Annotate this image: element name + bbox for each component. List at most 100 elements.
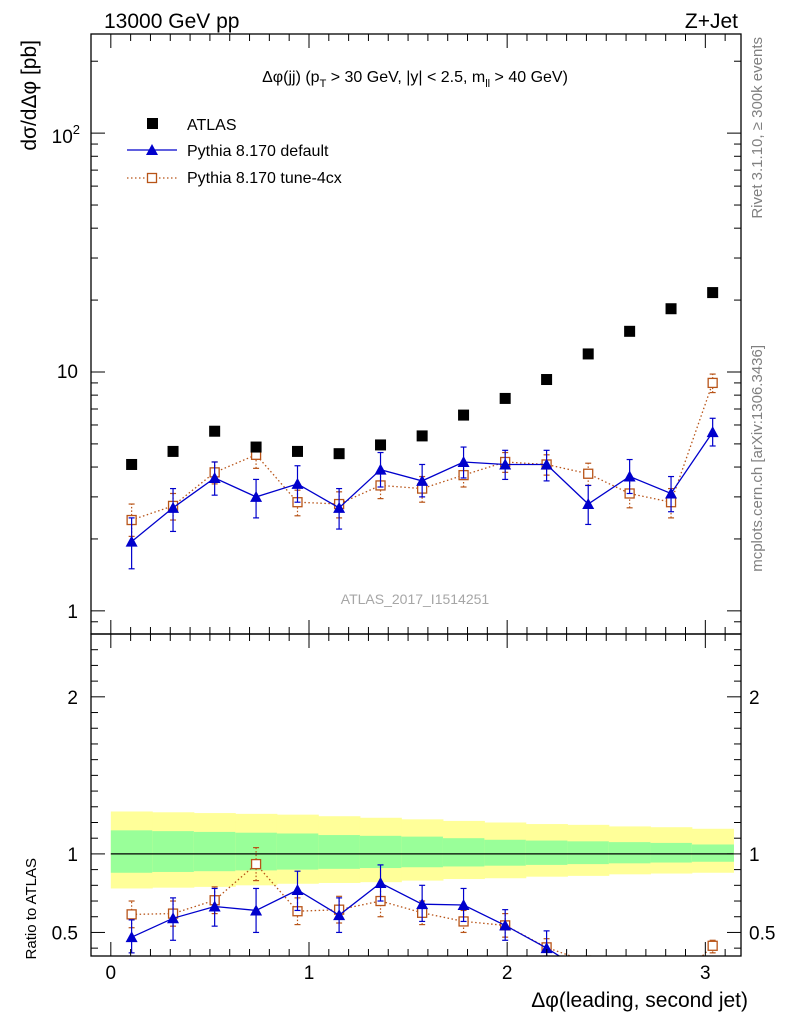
green-band-segment — [608, 842, 651, 864]
green-band-segment — [401, 836, 444, 868]
ratio-default-point — [457, 898, 470, 910]
default-point — [540, 458, 553, 470]
default-point — [333, 501, 346, 513]
y-tick-label-1: 1 — [67, 602, 78, 623]
atlas-point — [458, 409, 470, 421]
default-point — [457, 455, 470, 467]
ratio-default-point — [540, 942, 553, 954]
ratio-frame — [90, 633, 742, 957]
x-tick-label: 3 — [700, 963, 711, 984]
atlas-point — [333, 448, 345, 460]
green-band-segment — [442, 838, 485, 867]
x-tick-label: 1 — [304, 963, 315, 984]
default-point — [291, 477, 304, 489]
default-point — [582, 498, 595, 510]
ratio-default-point — [416, 898, 429, 910]
ratio-panel: Ratio to ATLAS 0.5 0.5 1 1 2 2 0 1 2 3 Δφ(leadin… — [23, 633, 776, 1012]
watermark: ATLAS_2017_I1514251 — [341, 591, 490, 607]
tune4cx-line — [131, 382, 714, 521]
default-point — [208, 471, 221, 483]
ratio-y-tick-label-left: 2 — [67, 688, 78, 709]
x-tick-label: 0 — [106, 963, 117, 984]
ratio-default-point — [333, 909, 346, 921]
header-left: 13000 GeV pp — [104, 10, 239, 33]
plot-title-part-c: > 40 GeV) — [490, 69, 568, 86]
ratio-y-tick-label-right: 2 — [749, 688, 760, 709]
default-point — [125, 535, 138, 547]
ratio-default-point — [499, 919, 512, 931]
main-data-layer — [125, 287, 719, 570]
tune4cx-point — [583, 468, 594, 479]
legend-label-default: Pythia 8.170 default — [187, 143, 329, 160]
header-right: Z+Jet — [685, 10, 738, 33]
atlas-point — [167, 445, 179, 457]
ratio-tune4cx-point — [707, 940, 718, 951]
main-y-tick-labels: 1 10 102 — [52, 122, 80, 623]
legend: ATLAS Pythia 8.170 default Pythia 8.170 … — [127, 117, 342, 187]
default-point — [706, 426, 719, 438]
green-band-segment — [484, 839, 527, 866]
plot-title-part-a: Δφ(jj) (p — [262, 69, 320, 86]
ratio-y-tick-label-left: 0.5 — [52, 923, 78, 944]
legend-label-tune: Pythia 8.170 tune-4cx — [187, 170, 342, 187]
ratio-default-point — [125, 931, 138, 943]
ratio-default-point — [624, 966, 636, 977]
green-band-segment — [318, 835, 361, 869]
ratio-tune4cx-point — [584, 958, 593, 967]
ratio-y-tick-label-left: 1 — [67, 845, 78, 866]
mcplots-label: mcplots.cern.ch [arXiv:1306.3436] — [749, 345, 766, 572]
x-tick-label: 2 — [502, 963, 513, 984]
legend-marker-atlas — [147, 118, 158, 129]
legend-marker-default — [146, 144, 158, 155]
default-point — [374, 463, 387, 475]
ratio-tune4cx-point — [250, 858, 262, 870]
ratio-y-axis-label: Ratio to ATLAS — [23, 858, 40, 959]
default-point — [250, 490, 263, 502]
plot-title: Δφ(jj) (pT > 30 GeV, |y| < 2.5, mll > 40… — [262, 69, 568, 90]
atlas-point — [624, 325, 636, 337]
default-point — [167, 501, 180, 513]
green-band-segment — [650, 842, 693, 863]
y-tick-label-10: 10 — [57, 362, 78, 383]
ratio-default-point — [665, 978, 677, 989]
atlas-point — [126, 458, 138, 470]
legend-label-atlas: ATLAS — [187, 117, 237, 134]
ratio-data-layer — [125, 847, 718, 989]
ratio-default-point — [250, 904, 263, 916]
atlas-point — [582, 348, 594, 360]
green-band-segment — [193, 831, 236, 872]
legend-marker-tune — [146, 172, 158, 184]
green-band-segment — [152, 831, 195, 872]
atlas-point — [416, 430, 428, 442]
y-tick-label-100-exponent: 2 — [73, 122, 80, 137]
atlas-point — [499, 392, 511, 404]
atlas-point — [665, 303, 677, 315]
atlas-point — [707, 287, 719, 299]
ratio-y-tick-label-right: 1 — [749, 845, 760, 866]
atlas-point — [291, 445, 303, 457]
default-point — [499, 458, 512, 470]
y-tick-label-100: 102 — [52, 122, 80, 148]
green-band-segment — [110, 830, 153, 873]
green-band-segment — [567, 841, 610, 865]
main-panel: dσ/dΔφ [pb] Δφ(jj) (pT > 30 GeV, |y| < 2… — [18, 33, 742, 635]
plot-title-part-b: > 30 GeV, |y| < 2.5, m — [326, 69, 485, 86]
rivet-label: Rivet 3.1.10, ≥ 300k events — [749, 37, 766, 219]
ratio-y-tick-label-right: 0.5 — [749, 923, 775, 944]
ratio-tune4cx-point — [126, 909, 137, 920]
y-tick-label-100-base: 10 — [52, 127, 73, 148]
green-band-segment — [359, 835, 402, 869]
main-axes — [90, 33, 742, 635]
ratio-tune4cx-point — [625, 973, 634, 982]
ratio-axes — [90, 633, 742, 957]
default-point — [623, 470, 636, 482]
ratio-default-point — [167, 912, 180, 924]
ratio-y-tick-labels: 0.5 0.5 1 1 2 2 — [52, 688, 776, 945]
ratio-default-point — [291, 884, 304, 896]
green-band-segment — [691, 844, 734, 862]
atlas-point — [375, 439, 387, 451]
ratio-default-point — [374, 876, 387, 888]
green-band-segment — [276, 833, 319, 870]
main-y-axis-label: dσ/dΔφ [pb] — [18, 40, 41, 151]
